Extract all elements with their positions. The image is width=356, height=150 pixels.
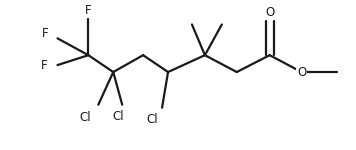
Text: Cl: Cl [79,111,91,124]
Text: Cl: Cl [112,110,124,123]
Text: F: F [85,4,91,17]
Text: O: O [265,6,274,19]
Text: F: F [42,27,49,40]
Text: F: F [41,59,48,72]
Text: O: O [297,66,306,79]
Text: Cl: Cl [146,113,158,126]
